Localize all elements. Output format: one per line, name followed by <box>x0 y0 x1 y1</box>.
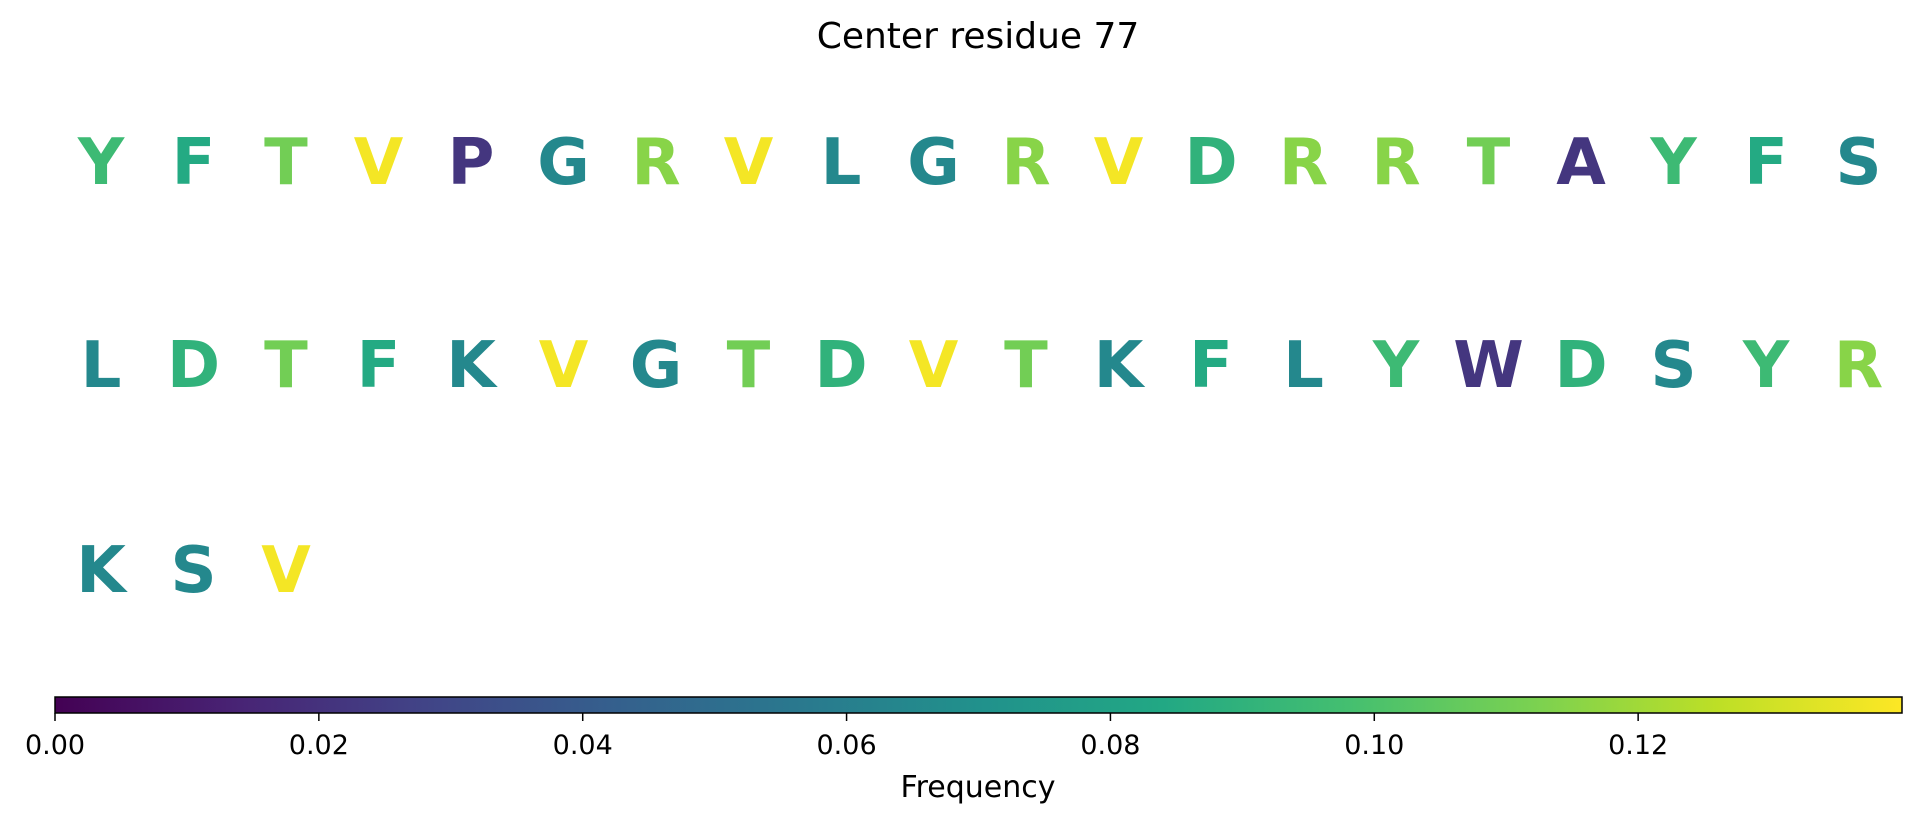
colorbar-tick-label: 0.06 <box>817 730 877 761</box>
residue-letter: R <box>1001 126 1050 200</box>
colorbar-tick-label: 0.00 <box>25 730 85 761</box>
residue-letter: L <box>81 329 122 403</box>
residue-letter: V <box>354 126 404 200</box>
colorbar-tick-label: 0.12 <box>1608 730 1668 761</box>
residue-letter: Y <box>1649 126 1697 200</box>
colorbar-tick-label: 0.02 <box>289 730 349 761</box>
residue-letter: V <box>909 329 959 403</box>
residue-letter: A <box>1556 126 1606 200</box>
residue-letter: D <box>1184 126 1237 200</box>
residue-letter: Y <box>1742 329 1790 403</box>
residue-letter: Y <box>1372 329 1420 403</box>
residue-letter: F <box>1189 329 1233 403</box>
colorbar-label: Frequency <box>901 770 1056 805</box>
residue-letter: L <box>1283 329 1324 403</box>
residue-letter: R <box>631 126 680 200</box>
residue-letter: S <box>1650 329 1696 403</box>
residue-letter: R <box>1279 126 1328 200</box>
residue-letter: V <box>261 534 311 608</box>
colorbar-ticks: 0.00 0.02 0.04 0.06 0.08 0.10 0.12 <box>25 713 1668 761</box>
residue-letter: K <box>1094 329 1146 403</box>
residue-letter: G <box>630 329 683 403</box>
residue-letter: V <box>539 329 589 403</box>
residue-letter: D <box>167 329 220 403</box>
residue-letter: V <box>1094 126 1144 200</box>
residue-letter: R <box>1834 329 1883 403</box>
chart-title: Center residue 77 <box>817 16 1140 57</box>
residue-letter: Y <box>77 126 125 200</box>
residue-letter: S <box>170 534 216 608</box>
colorbar-gradient <box>54 696 1903 714</box>
residue-letter: P <box>448 126 495 200</box>
residue-letter: T <box>264 329 308 403</box>
colorbar-tick-label: 0.04 <box>553 730 613 761</box>
colorbar-tick-label: 0.08 <box>1080 730 1140 761</box>
residue-letter: T <box>264 126 308 200</box>
colorbar: 0.00 0.02 0.04 0.06 0.08 0.10 0.12 Frequency <box>25 696 1903 805</box>
residue-letter: V <box>724 126 774 200</box>
residue-letter: D <box>814 329 867 403</box>
residue-letter: G <box>537 126 590 200</box>
residue-letter: W <box>1453 329 1524 403</box>
residue-letter: F <box>172 126 216 200</box>
residue-letter: L <box>821 126 862 200</box>
residue-letter: K <box>446 329 498 403</box>
colorbar-tick-label: 0.10 <box>1344 730 1404 761</box>
residue-letter: S <box>1835 126 1881 200</box>
residue-letter: T <box>1467 126 1511 200</box>
residue-letter: T <box>727 329 771 403</box>
residue-letter: R <box>1371 126 1420 200</box>
residue-letter: D <box>1554 329 1607 403</box>
residue-letter: G <box>907 126 960 200</box>
residue-letter: F <box>357 329 401 403</box>
residue-grid: Y F T V P G R V L G R V D R R T A Y F SL D T F K V G T D V T K F L Y W D S Y R… <box>76 126 1883 608</box>
residue-letter: T <box>1004 329 1048 403</box>
residue-letter: F <box>1744 126 1788 200</box>
residue-letter: K <box>76 534 128 608</box>
